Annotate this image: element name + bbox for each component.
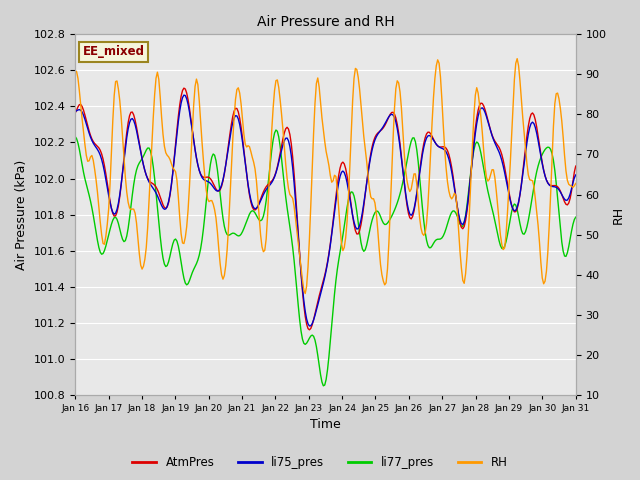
li77_pres xyxy=(221,224,228,229)
Line: AtmPres: AtmPres xyxy=(75,88,576,330)
li77_pres xyxy=(71,133,79,139)
RH xyxy=(237,101,245,107)
AtmPres xyxy=(572,163,580,169)
AtmPres xyxy=(547,182,554,188)
li75_pres xyxy=(292,196,300,202)
li75_pres xyxy=(247,197,255,203)
li75_pres xyxy=(572,172,580,178)
li75_pres xyxy=(132,128,140,133)
Line: li77_pres: li77_pres xyxy=(75,130,576,386)
li77_pres xyxy=(246,211,253,217)
RH xyxy=(221,273,228,278)
li77_pres xyxy=(319,383,327,389)
li75_pres xyxy=(180,92,188,98)
Title: Air Pressure and RH: Air Pressure and RH xyxy=(257,15,394,29)
RH xyxy=(301,290,309,296)
RH xyxy=(132,220,140,226)
Y-axis label: Air Pressure (kPa): Air Pressure (kPa) xyxy=(15,159,28,270)
AtmPres xyxy=(292,190,300,195)
X-axis label: Time: Time xyxy=(310,419,341,432)
AtmPres xyxy=(239,135,246,141)
AtmPres xyxy=(71,110,79,116)
li77_pres xyxy=(292,272,300,277)
RH xyxy=(547,192,554,197)
Y-axis label: RH: RH xyxy=(612,205,625,224)
li77_pres xyxy=(572,214,580,220)
AtmPres xyxy=(132,124,140,130)
li77_pres xyxy=(547,146,554,152)
li75_pres xyxy=(71,108,79,114)
AtmPres xyxy=(247,199,255,205)
li77_pres xyxy=(272,127,280,133)
RH xyxy=(572,180,580,186)
li77_pres xyxy=(132,167,140,173)
li75_pres xyxy=(547,183,554,189)
RH xyxy=(513,56,521,61)
AtmPres xyxy=(180,85,188,91)
AtmPres xyxy=(222,162,230,168)
Text: EE_mixed: EE_mixed xyxy=(83,45,145,58)
RH xyxy=(246,144,253,149)
RH xyxy=(290,203,298,209)
RH xyxy=(71,68,79,73)
Line: li75_pres: li75_pres xyxy=(75,95,576,326)
li75_pres xyxy=(239,139,246,144)
li77_pres xyxy=(237,231,245,237)
AtmPres xyxy=(305,327,313,333)
li75_pres xyxy=(305,323,313,329)
Legend: AtmPres, li75_pres, li77_pres, RH: AtmPres, li75_pres, li77_pres, RH xyxy=(128,452,512,474)
li75_pres xyxy=(222,162,230,168)
Line: RH: RH xyxy=(75,59,576,293)
